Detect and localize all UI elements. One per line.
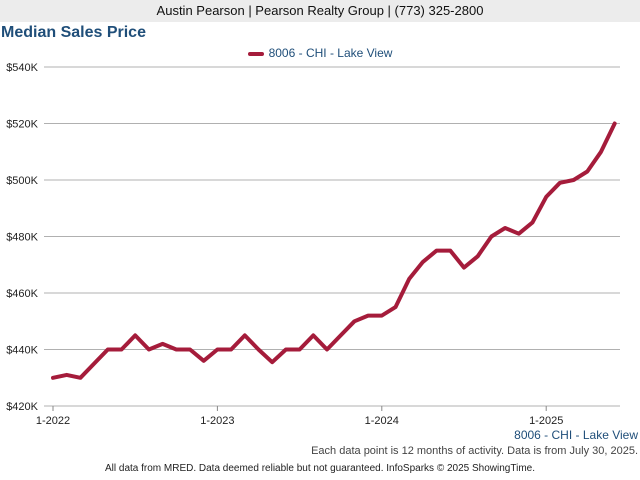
chart-title: Median Sales Price — [1, 24, 146, 41]
y-tick-label: $440K — [6, 345, 38, 357]
y-tick-label: $480K — [6, 232, 38, 244]
x-tick-label: 1-2024 — [365, 415, 399, 427]
y-tick-label: $420K — [6, 401, 38, 413]
data-note: Each data point is 12 months of activity… — [311, 445, 638, 457]
x-tick-label: 1-2022 — [36, 415, 70, 427]
legend[interactable]: 8006 - CHI - Lake View — [0, 46, 640, 60]
legend-swatch — [247, 51, 264, 56]
y-tick-label: $520K — [6, 119, 38, 131]
y-tick-label: $460K — [6, 288, 38, 300]
legend-label: 8006 - CHI - Lake View — [268, 46, 393, 60]
series-label: 8006 - CHI - Lake View — [514, 428, 638, 442]
header-bar: Austin Pearson | Pearson Realty Group | … — [0, 0, 640, 22]
x-tick-label: 1-2023 — [200, 415, 234, 427]
x-tick-label: 1-2025 — [529, 415, 563, 427]
footer-disclaimer: All data from MRED. Data deemed reliable… — [104, 463, 535, 474]
y-tick-label: $540K — [6, 62, 38, 74]
y-tick-label: $500K — [6, 175, 38, 187]
header-text: Austin Pearson | Pearson Realty Group | … — [156, 3, 484, 18]
series-line — [51, 121, 617, 380]
